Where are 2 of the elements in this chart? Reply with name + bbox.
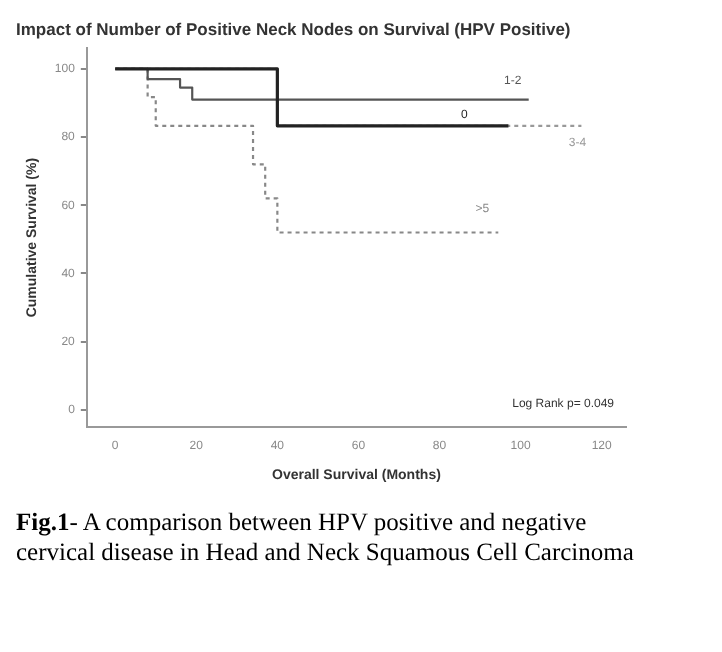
caption: Fig.1- A comparison between HPV positive and negative cervical disease in Head and Neck Squamous Cell Carcinoma bbox=[16, 508, 636, 568]
chart-title: Impact of Number of Positive Neck Nodes on Survival (HPV Positive) bbox=[16, 18, 571, 39]
